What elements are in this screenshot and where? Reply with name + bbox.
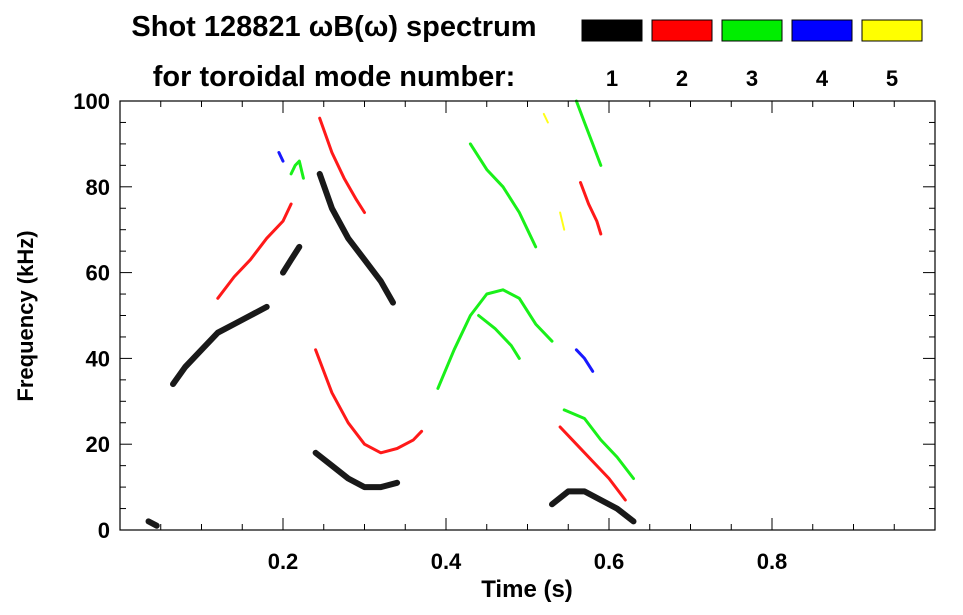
trace-n1-4 <box>312 449 401 491</box>
legend: 1 2 3 4 5 <box>581 19 923 91</box>
trace-n1-5 <box>549 488 637 525</box>
spectrum-traces <box>145 99 637 529</box>
trace-n5-1 <box>559 211 566 231</box>
trace-n5-2 <box>542 112 549 124</box>
y-tick-label: 20 <box>86 432 110 457</box>
legend-swatch-4 <box>791 19 853 42</box>
y-tick-label: 80 <box>86 175 110 200</box>
trace-n3-1 <box>289 159 305 180</box>
axes: 0.2 0.4 0.6 0.8 0 20 40 60 80 100 <box>73 89 936 574</box>
x-tick-label: 0.8 <box>757 549 788 574</box>
y-tick-label: 0 <box>98 518 110 543</box>
legend-swatch-1 <box>581 19 643 42</box>
legend-swatch-5 <box>861 19 923 42</box>
chart-subtitle: for toroidal mode number: <box>153 61 516 93</box>
trace-n4-1 <box>574 348 595 373</box>
legend-swatch-2 <box>651 19 713 42</box>
trace-n2-3 <box>318 116 366 214</box>
trace-n4-2 <box>277 151 285 163</box>
y-tick-label: 100 <box>73 89 110 114</box>
legend-label-4: 4 <box>816 66 829 91</box>
legend-swatch-3 <box>721 19 783 42</box>
trace-n3-3 <box>468 142 538 249</box>
legend-label-3: 3 <box>746 66 758 91</box>
x-axis-label: Time (s) <box>481 576 573 603</box>
trace-n1-3 <box>316 170 396 306</box>
trace-n1-6 <box>145 518 160 529</box>
legend-label-5: 5 <box>886 66 898 91</box>
legend-label-2: 2 <box>676 66 688 91</box>
y-tick-label: 40 <box>86 346 110 371</box>
plot-frame <box>119 100 936 531</box>
trace-n1-1 <box>170 303 270 388</box>
trace-n2-2 <box>314 348 424 455</box>
trace-n2-4 <box>558 425 627 502</box>
trace-n3-5 <box>562 408 635 480</box>
trace-n2-1 <box>216 202 293 300</box>
trace-n3-2 <box>436 288 554 390</box>
x-tick-label: 0.2 <box>268 549 299 574</box>
legend-label-1: 1 <box>606 66 618 91</box>
trace-n2-5 <box>579 181 603 236</box>
trace-n3-4 <box>477 314 521 360</box>
y-axis-label: Frequency (kHz) <box>13 230 38 401</box>
chart-title: Shot 128821 ωB(ω) spectrum <box>131 11 536 43</box>
x-tick-label: 0.4 <box>431 549 462 574</box>
x-tick-label: 0.6 <box>594 549 625 574</box>
trace-n1-2 <box>280 243 303 276</box>
y-tick-label: 60 <box>86 261 110 286</box>
trace-n3-6 <box>574 99 603 167</box>
